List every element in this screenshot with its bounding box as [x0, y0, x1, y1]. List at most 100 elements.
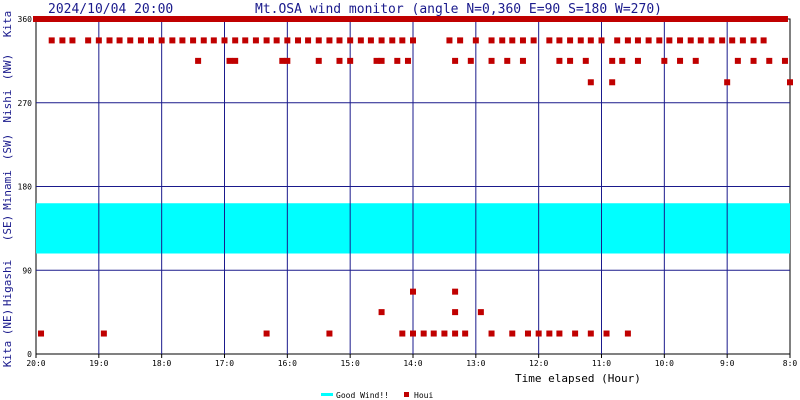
houi-point: [587, 37, 594, 44]
houi-point: [609, 79, 616, 86]
houi-point: [577, 37, 584, 44]
houi-point: [677, 57, 684, 64]
houi-points-layer: [33, 16, 793, 337]
houi-point: [295, 37, 302, 44]
houi-point: [383, 16, 390, 22]
houi-point: [305, 16, 312, 22]
x-tick-label: 13:0: [466, 359, 485, 368]
houi-point: [598, 16, 605, 22]
houi-point: [410, 16, 416, 22]
houi-point: [347, 16, 354, 22]
houi-point: [315, 16, 322, 22]
houi-point: [771, 16, 778, 22]
houi-point: [546, 37, 553, 44]
houi-point: [378, 57, 385, 64]
houi-point: [367, 37, 374, 44]
houi-point: [708, 37, 715, 44]
houi-point: [69, 37, 76, 44]
houi-point: [697, 16, 704, 22]
houi-point: [174, 16, 181, 22]
houi-point: [519, 57, 526, 64]
houi-point: [504, 16, 511, 22]
houi-point: [614, 37, 621, 44]
houi-point: [305, 37, 312, 44]
houi-point: [247, 16, 254, 22]
houi-point: [509, 37, 516, 44]
houi-point: [640, 16, 647, 22]
houi-point: [781, 16, 788, 22]
houi-point: [425, 16, 432, 22]
houi-point: [524, 330, 531, 337]
houi-point: [530, 16, 537, 22]
houi-point: [598, 37, 605, 44]
houi-point: [273, 37, 280, 44]
houi-point: [85, 37, 92, 44]
houi-point: [687, 16, 694, 22]
houi-point: [446, 16, 453, 22]
houi-point: [509, 16, 516, 22]
houi-point: [587, 330, 594, 337]
houi-point: [48, 37, 55, 44]
houi-point: [624, 37, 631, 44]
legend-label-houi: Houi: [414, 391, 433, 400]
houi-point: [546, 330, 553, 337]
houi-point: [457, 37, 464, 44]
houi-point: [410, 37, 416, 44]
houi-point: [284, 57, 291, 64]
houi-point: [367, 16, 374, 22]
houi-point: [378, 37, 385, 44]
houi-point: [195, 16, 202, 22]
houi-point: [237, 16, 244, 22]
houi-point: [472, 37, 479, 44]
houi-point: [122, 16, 129, 22]
houi-point: [462, 16, 469, 22]
houi-point: [766, 57, 773, 64]
houi-point: [106, 37, 113, 44]
houi-point: [467, 57, 474, 64]
houi-point: [80, 16, 87, 22]
houi-point: [75, 16, 82, 22]
houi-point: [420, 16, 427, 22]
houi-point: [687, 37, 694, 44]
houi-point: [519, 37, 526, 44]
y-side-label: Higashi: [1, 260, 14, 306]
houi-point: [331, 16, 338, 22]
houi-point: [661, 57, 668, 64]
houi-point: [226, 16, 233, 22]
houi-point: [399, 37, 406, 44]
houi-point: [645, 37, 652, 44]
houi-point: [551, 16, 558, 22]
houi-point: [457, 16, 464, 22]
houi-point: [567, 37, 574, 44]
timestamp-label: 2024/10/04 20:00: [48, 2, 173, 17]
y-side-label: (NE): [1, 309, 14, 336]
houi-point: [739, 16, 746, 22]
houi-point: [535, 16, 542, 22]
houi-point: [514, 16, 521, 22]
houi-point: [320, 16, 327, 22]
x-axis-label: Time elapsed (Hour): [515, 372, 641, 385]
houi-point: [677, 37, 684, 44]
houi-point: [279, 16, 286, 22]
houi-point: [95, 16, 102, 22]
houi-point: [624, 16, 631, 22]
houi-point: [650, 16, 657, 22]
houi-point: [205, 16, 212, 22]
houi-point: [252, 37, 259, 44]
houi-point: [147, 16, 154, 22]
houi-point: [373, 57, 380, 64]
houi-point: [556, 330, 563, 337]
houi-point: [504, 57, 511, 64]
houi-point: [169, 37, 176, 44]
houi-point: [572, 16, 579, 22]
houi-point: [645, 16, 652, 22]
y-side-label: (SW): [1, 134, 14, 161]
houi-point: [59, 16, 66, 22]
y-side-labels: Kita (NE) Higashi (SE) Minami (SW) Nishi (NW) Ki…: [1, 11, 14, 368]
houi-point: [577, 16, 584, 22]
houi-point: [389, 16, 396, 22]
houi-point: [452, 16, 459, 22]
houi-point: [452, 330, 459, 337]
houi-point: [744, 16, 751, 22]
houi-point: [734, 57, 741, 64]
